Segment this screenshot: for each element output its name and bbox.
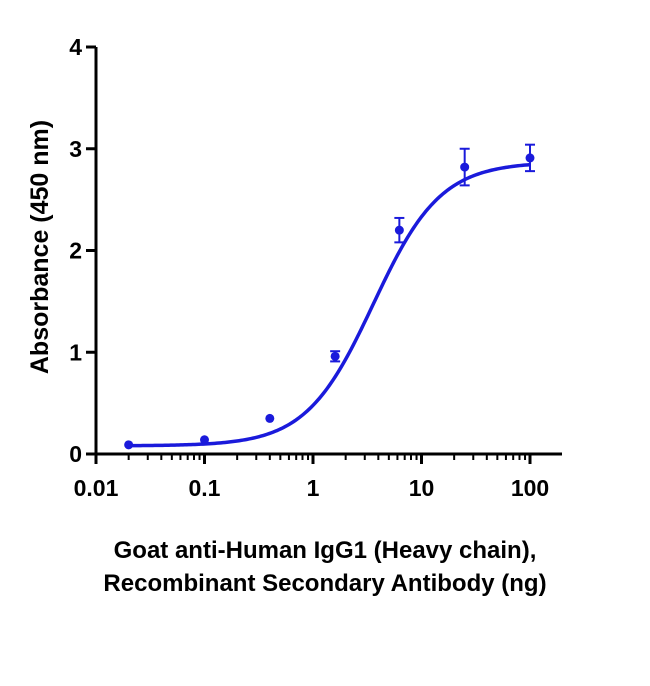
x-tick-label: 0.01	[74, 475, 119, 501]
x-tick-label: 0.1	[189, 475, 221, 501]
data-point	[460, 162, 470, 172]
data-point	[265, 413, 275, 423]
data-point	[525, 153, 535, 163]
y-tick-label: 0	[69, 441, 82, 467]
x-axis-title-line-2: Recombinant Secondary Antibody (ng)	[103, 570, 546, 597]
data-point	[394, 225, 404, 235]
axes	[94, 47, 562, 464]
y-tick-label: 4	[69, 34, 82, 60]
y-axis-title: Absorbance (450 nm)	[26, 120, 54, 374]
y-tick-label: 2	[69, 238, 82, 264]
y-tick-label: 3	[69, 136, 82, 162]
data-point	[330, 351, 340, 361]
ticks: 0 1 2 3 4 0.01 0.1 1 10 100	[69, 34, 549, 501]
fit-curve	[128, 162, 531, 448]
x-tick-label: 10	[409, 475, 435, 501]
data-point	[200, 435, 209, 445]
x-tick-label: 1	[307, 475, 320, 501]
fit-curve-layer	[128, 162, 531, 448]
data-point	[124, 440, 134, 450]
x-tick-label: 100	[511, 475, 549, 501]
y-tick-label: 1	[69, 339, 82, 365]
data-points-layer	[124, 143, 535, 450]
x-axis-title-line-1: Goat anti-Human IgG1 (Heavy chain),	[114, 537, 537, 564]
